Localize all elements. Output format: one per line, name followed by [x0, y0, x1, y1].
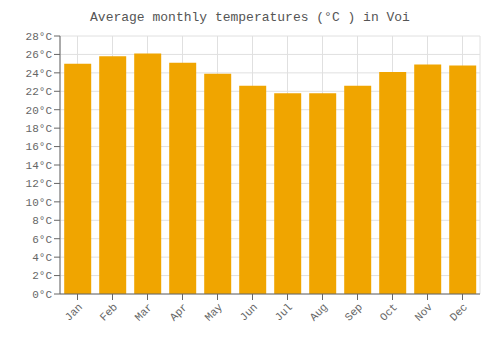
- svg-text:26°C: 26°C: [26, 49, 53, 61]
- svg-text:14°C: 14°C: [26, 160, 53, 172]
- svg-text:Jul: Jul: [273, 301, 295, 323]
- svg-text:Feb: Feb: [98, 301, 120, 323]
- svg-text:0°C: 0°C: [32, 289, 52, 301]
- svg-text:16°C: 16°C: [26, 141, 53, 153]
- svg-text:4°C: 4°C: [32, 252, 52, 264]
- svg-text:24°C: 24°C: [26, 68, 53, 80]
- svg-text:Oct: Oct: [378, 301, 400, 323]
- svg-text:Aug: Aug: [308, 301, 330, 323]
- svg-text:Jan: Jan: [63, 301, 85, 323]
- svg-text:18°C: 18°C: [26, 123, 53, 135]
- svg-text:Dec: Dec: [448, 301, 470, 323]
- svg-text:Apr: Apr: [168, 301, 190, 323]
- svg-text:2°C: 2°C: [32, 270, 52, 282]
- svg-text:6°C: 6°C: [32, 234, 52, 246]
- svg-text:May: May: [203, 301, 226, 324]
- svg-text:Sep: Sep: [343, 301, 365, 323]
- svg-text:10°C: 10°C: [26, 197, 53, 209]
- svg-text:Nov: Nov: [413, 301, 436, 324]
- html-text:Average monthly temperatures (: Average monthly temperatures (°C ) in Vo…: [90, 10, 410, 25]
- svg-text:28°C: 28°C: [26, 31, 53, 43]
- svg-text:20°C: 20°C: [26, 105, 53, 117]
- svg-text:Jun: Jun: [238, 301, 260, 323]
- svg-text:8°C: 8°C: [32, 215, 52, 227]
- svg-text:12°C: 12°C: [26, 178, 53, 190]
- svg-text:22°C: 22°C: [26, 86, 53, 98]
- svg-text:Mar: Mar: [133, 301, 155, 323]
